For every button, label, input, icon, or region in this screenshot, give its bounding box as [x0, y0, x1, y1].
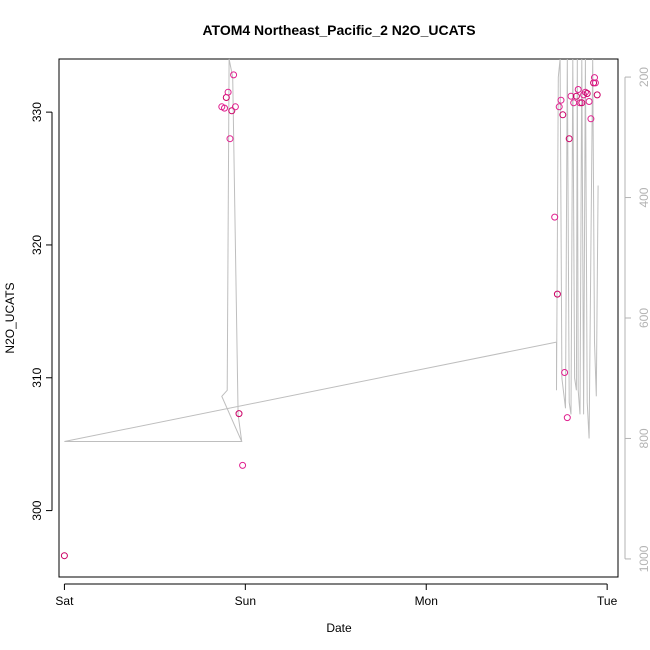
y-tick-label: 320	[30, 235, 44, 255]
data-point	[559, 111, 567, 119]
profile-layer	[64, 58, 599, 442]
x-axis: Sat Sun Mon Tue	[55, 583, 618, 608]
data-point	[551, 213, 559, 221]
right-y-axis: 200 400 600 800 1000	[624, 67, 650, 572]
data-point	[60, 552, 68, 560]
right-y-tick-label: 1000	[637, 545, 650, 572]
plot-frame	[58, 58, 619, 578]
right-y-tick-label: 600	[637, 308, 650, 328]
y-tick-label: 300	[30, 500, 44, 520]
data-point	[587, 115, 595, 123]
right-y-tick-label: 800	[637, 428, 650, 448]
data-point	[583, 90, 591, 97]
data-point	[593, 91, 601, 99]
data-point	[572, 92, 580, 100]
data-point	[235, 410, 243, 418]
y-axis-label: N2O_UCATS	[3, 282, 17, 353]
data-point	[581, 88, 589, 96]
data-point	[563, 414, 571, 422]
data-point	[591, 74, 598, 82]
right-y-tick-label: 200	[637, 67, 650, 87]
points-layer	[60, 71, 601, 560]
x-tick-label: Mon	[415, 594, 438, 608]
data-point	[221, 104, 228, 112]
data-point	[561, 369, 569, 376]
chart-title: ATOM4 Northeast_Pacific_2 N2O_UCATS	[202, 22, 475, 38]
x-tick-label: Sun	[235, 594, 256, 608]
data-point	[574, 86, 582, 93]
data-point	[231, 103, 239, 111]
data-point	[570, 99, 578, 107]
data-point	[565, 135, 573, 143]
data-point	[555, 103, 563, 111]
data-point	[567, 92, 575, 100]
y-tick-label: 310	[30, 367, 44, 387]
data-point	[228, 107, 236, 115]
right-y-tick-label: 400	[637, 187, 650, 207]
data-point	[585, 98, 593, 105]
data-point	[553, 290, 561, 298]
data-point	[578, 99, 586, 107]
x-tick-label: Tue	[597, 594, 618, 608]
x-tick-label: Sat	[55, 594, 74, 608]
y-axis: 300 310 320 330	[30, 102, 53, 521]
profile-line	[64, 58, 599, 442]
y-tick-label: 330	[30, 102, 44, 122]
data-point	[230, 71, 238, 79]
data-point	[224, 88, 232, 96]
data-point	[226, 135, 234, 143]
data-point	[239, 461, 247, 469]
data-point	[591, 79, 599, 87]
x-axis-label: Date	[326, 621, 352, 635]
data-point	[557, 96, 565, 104]
